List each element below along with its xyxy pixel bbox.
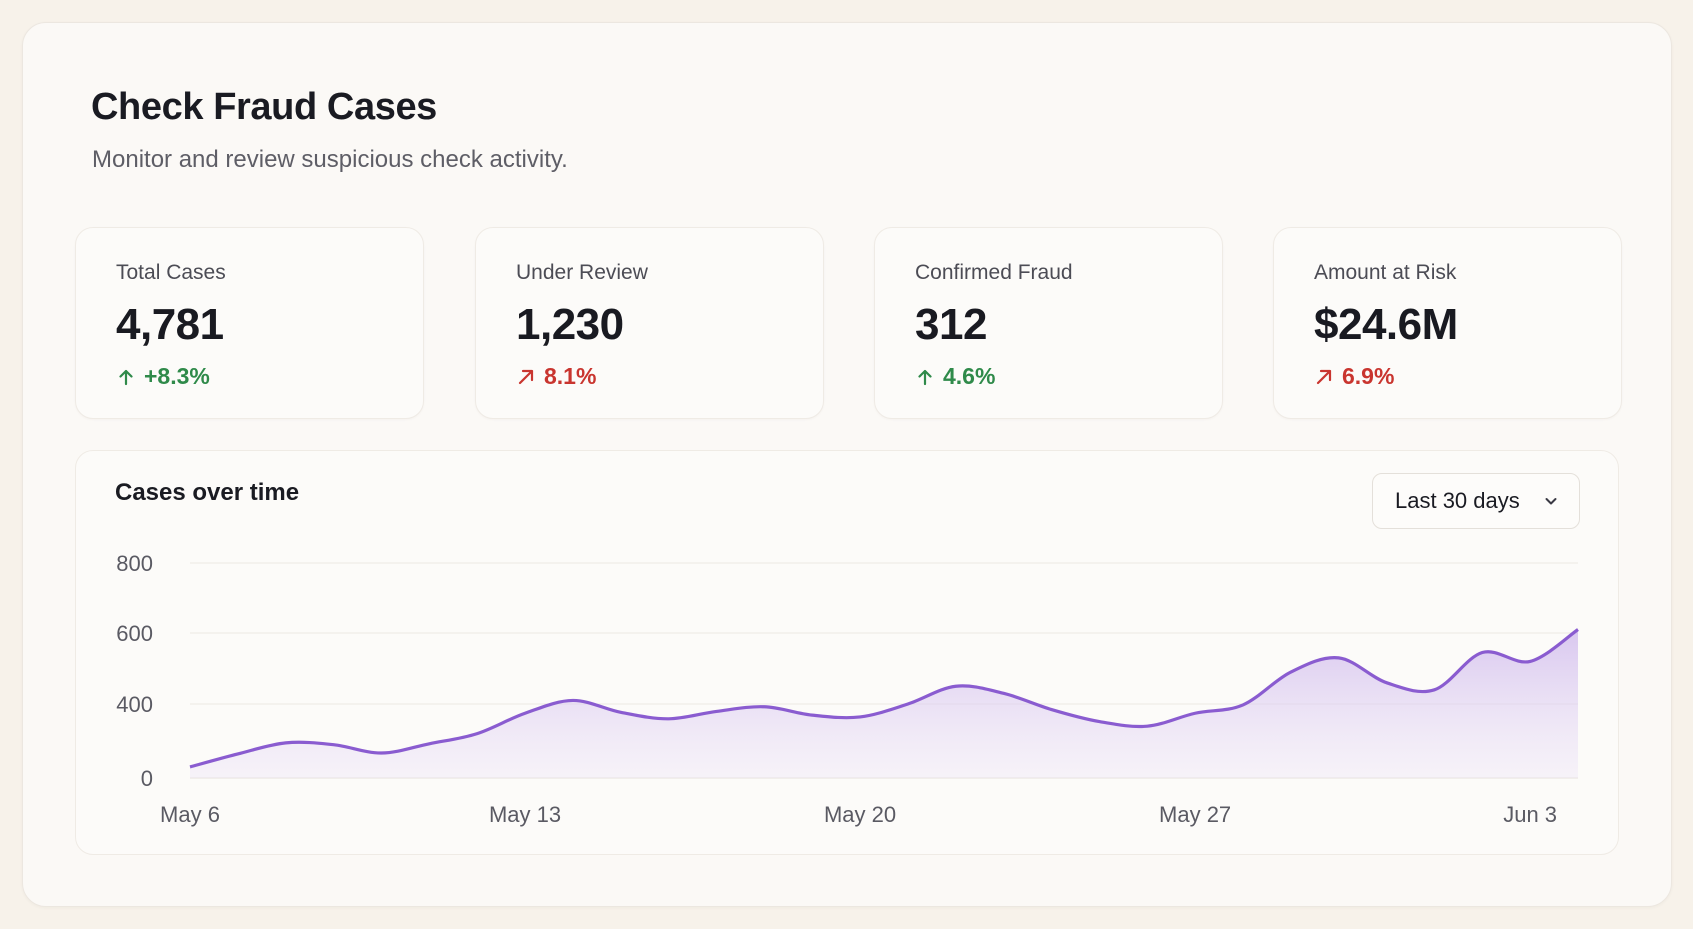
y-tick-label: 800 xyxy=(116,551,153,576)
kpi-delta: 6.9% xyxy=(1314,363,1394,390)
date-range-value: Last 30 days xyxy=(1395,488,1520,513)
data-point xyxy=(1287,668,1295,676)
data-point xyxy=(1095,718,1103,726)
kpi-card-confirmed-fraud: Confirmed Fraud 312 4.6% xyxy=(874,227,1223,419)
data-point xyxy=(1335,654,1343,662)
data-point xyxy=(1000,689,1008,697)
data-point xyxy=(569,696,577,704)
x-tick-label: May 6 xyxy=(160,802,220,827)
y-tick-label: 0 xyxy=(141,766,153,791)
kpi-delta-value: 8.1% xyxy=(544,363,597,389)
data-point xyxy=(952,682,960,690)
data-point xyxy=(330,741,338,749)
kpi-delta-value: +8.3% xyxy=(144,363,210,389)
kpi-label: Amount at Risk xyxy=(1314,261,1457,284)
arrow-up-right-icon xyxy=(518,369,534,384)
data-point xyxy=(425,740,433,748)
data-point xyxy=(1143,722,1151,730)
kpi-delta: 4.6% xyxy=(915,363,995,390)
kpi-delta-value: 4.6% xyxy=(943,363,996,389)
arrow-up-icon xyxy=(119,369,133,385)
data-point xyxy=(1048,706,1056,714)
kpi-card-amount-at-risk: Amount at Risk $24.6M 6.9% xyxy=(1273,227,1622,419)
page-subtitle: Monitor and review suspicious check acti… xyxy=(92,146,568,173)
chart-card: Cases over time Last 30 days xyxy=(75,450,1619,855)
x-tick-label: May 27 xyxy=(1159,802,1231,827)
kpi-delta: +8.3% xyxy=(116,363,210,390)
arrow-up-right-icon xyxy=(1316,369,1332,384)
kpi-card-total-cases: Total Cases 4,781 +8.3% xyxy=(75,227,424,419)
data-point xyxy=(1239,701,1247,709)
chart-title: Cases over time xyxy=(115,479,300,506)
y-tick-label: 600 xyxy=(116,621,153,646)
data-point xyxy=(904,700,912,708)
area-fill xyxy=(190,629,1578,778)
x-tick-label: May 13 xyxy=(489,802,561,827)
page-title: Check Fraud Cases xyxy=(91,86,437,128)
data-point xyxy=(234,750,242,758)
kpi-delta-value: 6.9% xyxy=(1342,363,1395,389)
kpi-value: 1,230 xyxy=(516,300,624,349)
arrow-up-icon xyxy=(918,369,932,385)
kpi-value: 312 xyxy=(915,300,987,349)
data-point xyxy=(1430,686,1438,694)
kpi-label: Total Cases xyxy=(116,261,226,284)
data-point xyxy=(856,713,864,721)
kpi-label: Confirmed Fraud xyxy=(915,261,1073,284)
kpi-value: 4,781 xyxy=(116,300,224,349)
kpi-value: $24.6M xyxy=(1314,300,1458,349)
x-tick-label: May 20 xyxy=(824,802,896,827)
data-point xyxy=(1383,679,1391,687)
date-range-select[interactable]: Last 30 days xyxy=(1372,473,1580,529)
data-point xyxy=(665,715,673,723)
data-point xyxy=(712,707,720,715)
kpi-delta: 8.1% xyxy=(516,363,596,390)
data-point xyxy=(808,711,816,719)
data-point xyxy=(1574,626,1582,634)
kpi-card-under-review: Under Review 1,230 8.1% xyxy=(475,227,824,419)
x-tick-label: Jun 3 xyxy=(1503,802,1557,827)
data-point xyxy=(377,749,385,757)
data-point xyxy=(1478,649,1486,657)
y-tick-label: 400 xyxy=(116,692,153,717)
data-point xyxy=(1526,657,1534,665)
chevron-down-icon xyxy=(1545,498,1557,505)
data-point xyxy=(1191,709,1199,717)
series-line xyxy=(189,628,1579,769)
data-point xyxy=(521,709,529,717)
kpi-label: Under Review xyxy=(516,261,648,284)
data-point xyxy=(760,703,768,711)
data-point xyxy=(282,739,290,747)
data-point xyxy=(186,763,194,771)
data-point xyxy=(617,708,625,716)
data-point xyxy=(473,730,481,738)
